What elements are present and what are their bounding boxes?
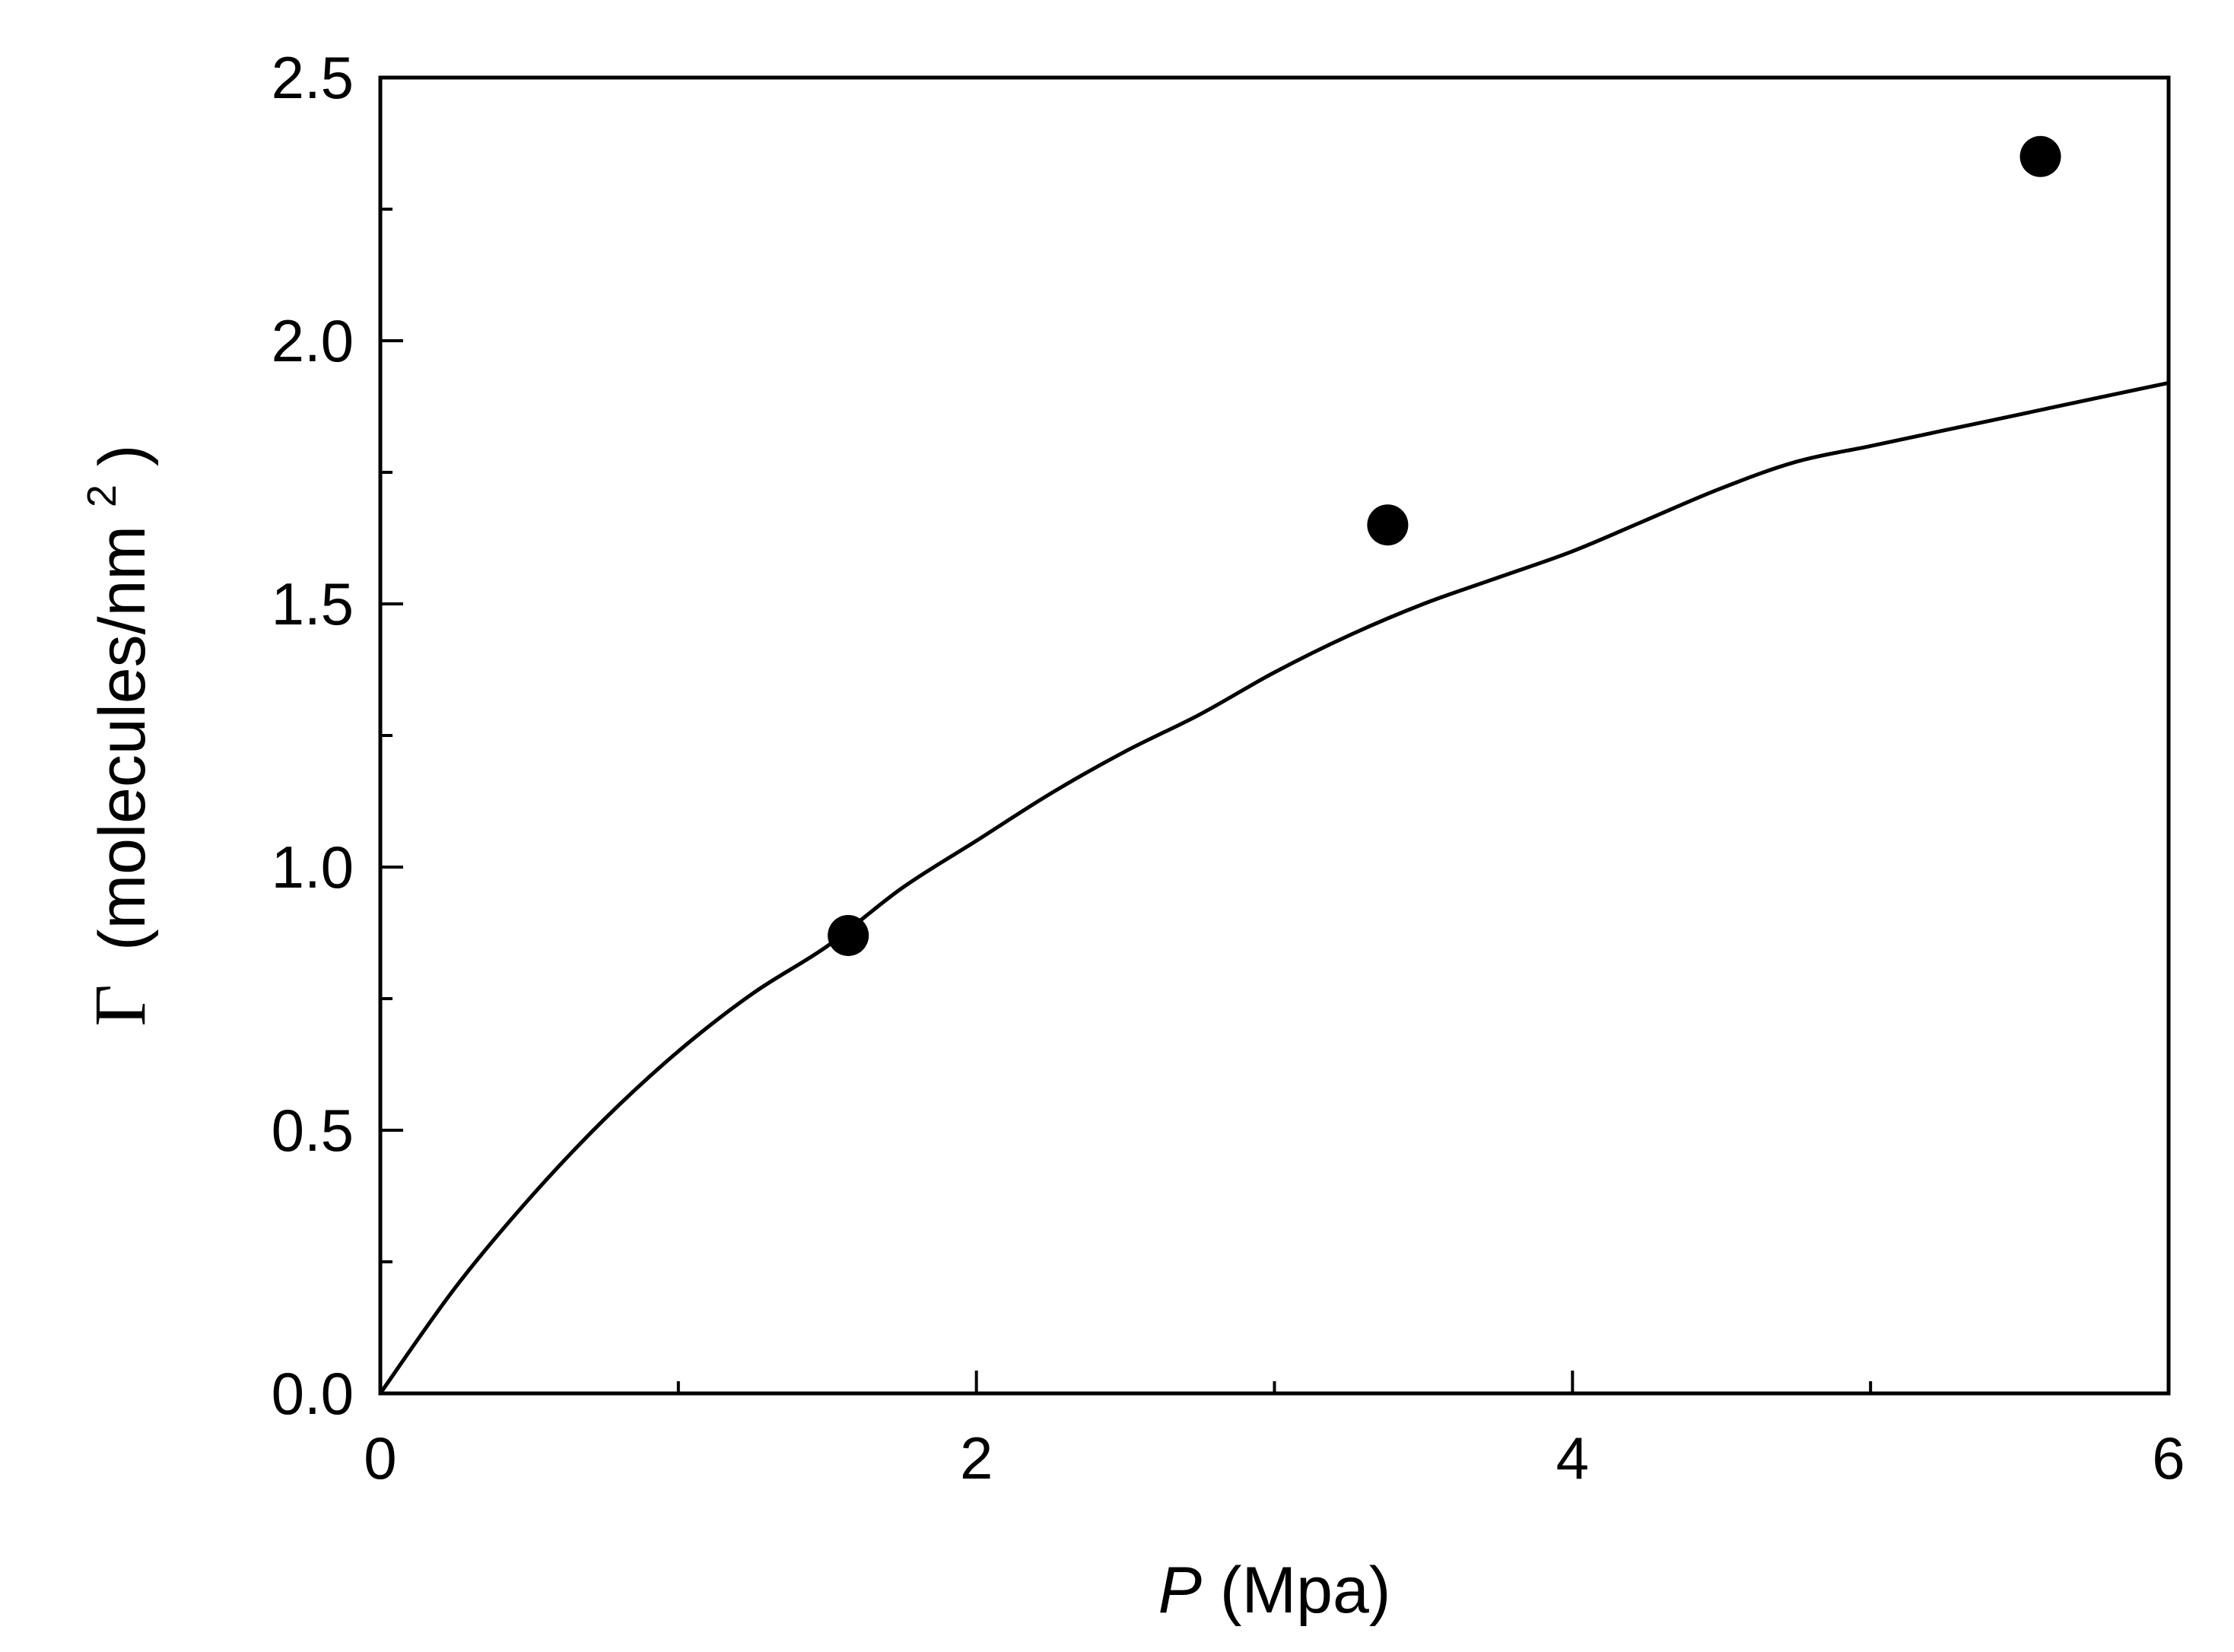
y-axis-symbol: Γ [79,984,160,1027]
y-tick-label: 0.0 [272,1360,354,1427]
x-tick-label: 6 [2152,1425,2185,1492]
x-axis-unit: (Mpa) [1220,1554,1391,1627]
series-layer [378,135,2169,1395]
y-tick-label: 1.5 [272,570,354,637]
y-axis-label: Γ (molecules/nm 2 ) [57,444,160,1026]
y-tick-label: 2.5 [272,44,354,111]
x-axis-symbol: P [1158,1554,1202,1627]
x-tick-label: 0 [364,1425,396,1492]
x-tick-label: 4 [1556,1425,1589,1492]
y-tick-label: 1.0 [272,834,354,901]
y-axis-unit-superscript: 2 [79,484,125,507]
data-point [2019,135,2061,177]
x-tick-label: 2 [960,1425,993,1492]
data-point [828,914,869,956]
y-axis-unit: (molecules/nm [86,526,159,951]
major-ticks [379,76,2170,1395]
plot-frame [378,75,2171,1396]
y-tick-label: 0.5 [272,1097,354,1164]
y-axis-unit-close: ) [86,444,159,466]
tick-labels: 0 2 4 6 0.0 0.5 1.0 1.5 2.0 2.5 [272,44,2185,1492]
y-tick-label: 2.0 [272,307,354,374]
data-point [1367,504,1409,546]
fit-curve [378,380,2169,1395]
minor-ticks [380,208,1873,1393]
x-axis-label: P (Mpa) [1158,1554,1391,1627]
